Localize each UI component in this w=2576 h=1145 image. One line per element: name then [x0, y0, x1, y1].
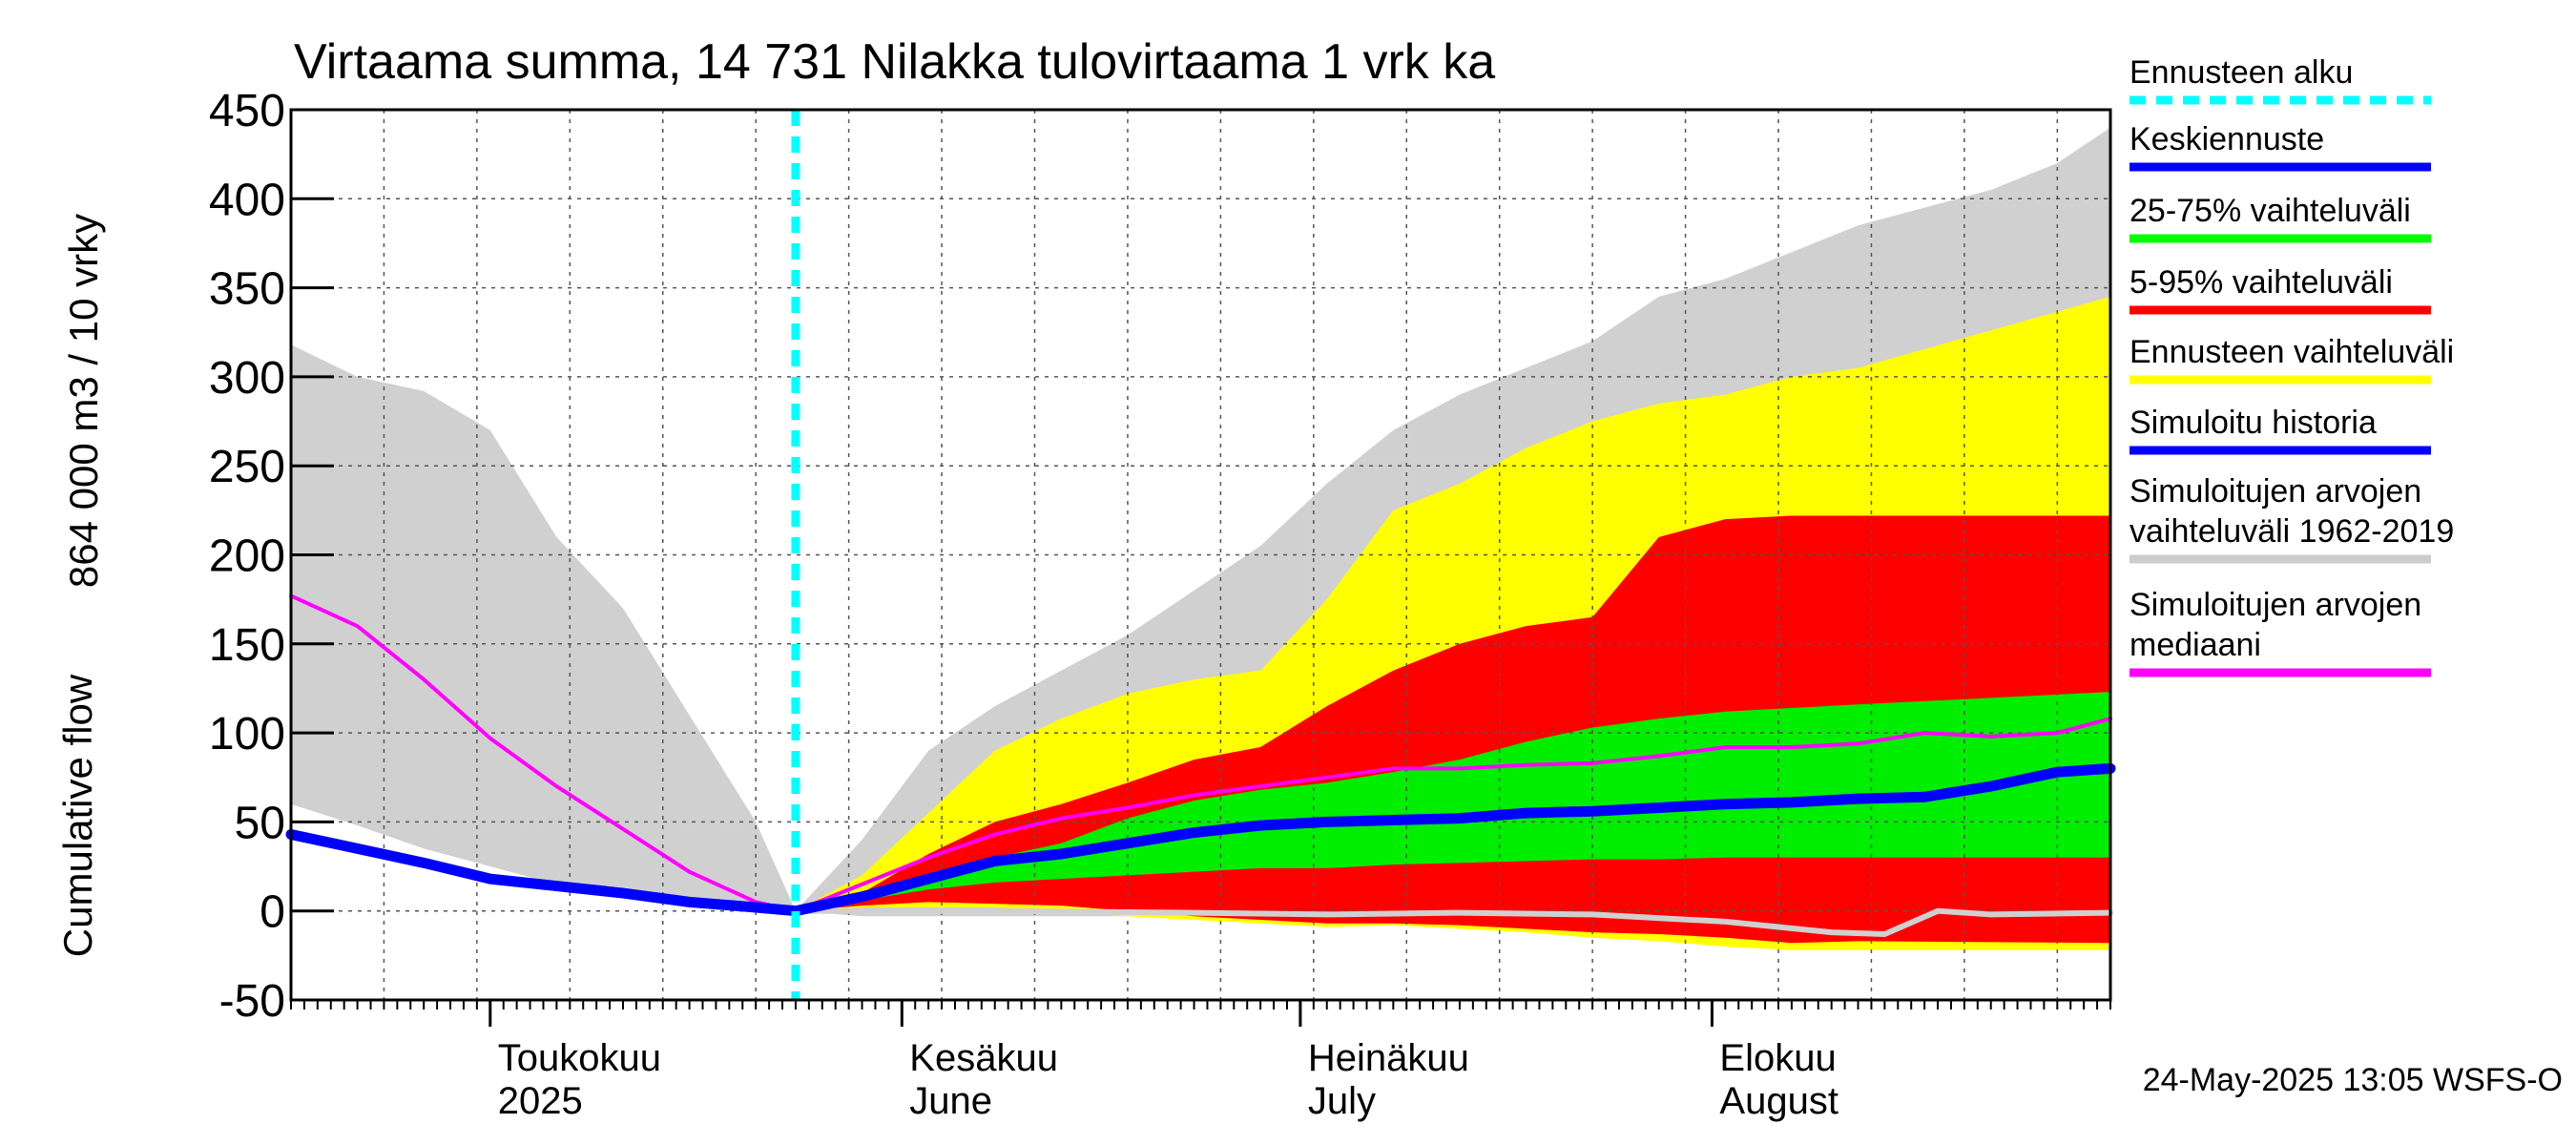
legend-label: 25-75% vaihteluväli: [2129, 193, 2411, 229]
legend-label: vaihteluväli 1962-2019: [2129, 513, 2454, 550]
y-axis-label-finnish: 864 000 m3 / 10 vrky: [61, 214, 106, 588]
y-tick-label: 400: [209, 175, 285, 225]
y-tick-label: 300: [209, 353, 285, 404]
y-tick-label: 0: [260, 887, 285, 938]
x-month-sublabel: June: [909, 1080, 992, 1122]
x-month-label: Elokuu: [1719, 1037, 1836, 1079]
y-tick-label: 250: [209, 442, 285, 492]
line-mean-forecast: [790, 762, 2116, 917]
line-simulated-history: [285, 828, 801, 917]
y-tick-label: 350: [209, 264, 285, 315]
x-month-label: Toukokuu: [498, 1037, 661, 1079]
x-month-label: Kesäkuu: [909, 1037, 1058, 1079]
chart-title: Virtaama summa, 14 731 Nilakka tulovirta…: [294, 34, 1495, 90]
legend-label: Ennusteen alku: [2129, 54, 2353, 91]
y-tick-label: 150: [209, 620, 285, 671]
x-month-sublabel: 2025: [498, 1080, 583, 1122]
legend-label: Simuloitu historia: [2129, 405, 2377, 441]
y-tick-label: -50: [219, 976, 285, 1027]
axes: -50 0 50 100 150 200 250 300 350 400 450 Toukokuu20…: [209, 86, 2111, 1122]
legend-label: Simuloitujen arvojen: [2129, 473, 2421, 510]
line-median: [289, 593, 2112, 913]
timestamp-label: 24-May-2025 13:05 WSFS-O: [2143, 1062, 2563, 1098]
legend-label: Keskiennuste: [2129, 121, 2324, 157]
y-tick-label: 450: [209, 86, 285, 136]
x-month-label: Heinäkuu: [1308, 1037, 1469, 1079]
legend-label: 5-95% vaihteluväli: [2129, 264, 2393, 301]
x-month-sublabel: August: [1719, 1080, 1839, 1122]
x-month-sublabel: July: [1308, 1080, 1376, 1122]
legend-label: mediaani: [2129, 627, 2261, 663]
legend-label: Ennusteen vaihteluväli: [2129, 334, 2454, 370]
y-tick-label: 100: [209, 709, 285, 760]
forecast-bands: [291, 127, 2110, 950]
legend: Ennusteen alku Keskiennuste 25-75% vaihtel…: [2129, 54, 2454, 677]
legend-label: Simuloitujen arvojen: [2129, 587, 2421, 623]
series-lines: [285, 110, 2116, 1000]
y-axis-label-english: Cumulative flow: [55, 674, 100, 957]
line-simulated-lower: [792, 907, 2113, 937]
y-tick-label: 200: [209, 531, 285, 582]
y-tick-label: 50: [235, 798, 285, 848]
